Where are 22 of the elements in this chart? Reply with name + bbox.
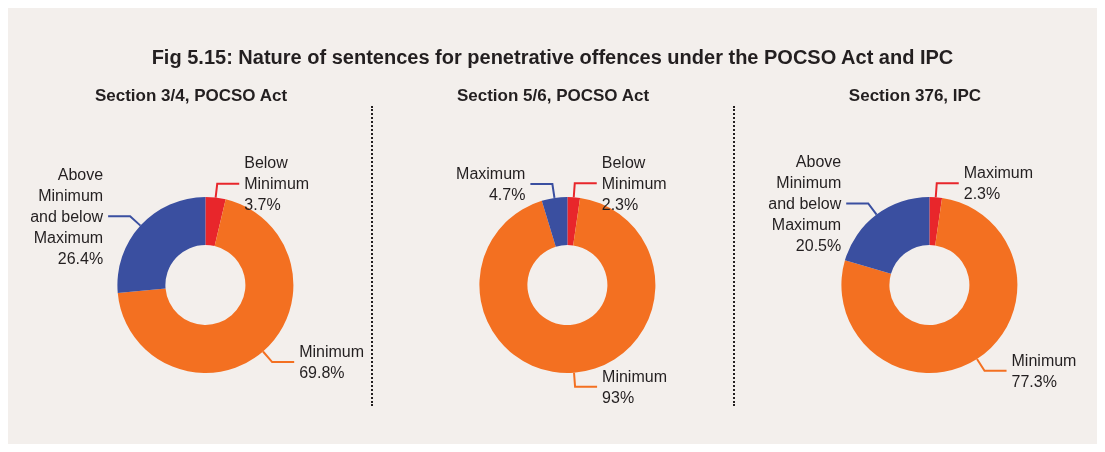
slice-label: Minimum bbox=[298, 343, 364, 361]
slice-label: Below Minimum bbox=[601, 153, 667, 192]
chart-subtitle: Section 3/4, POCSO Act bbox=[94, 86, 287, 105]
slice-label: Below Minimum bbox=[243, 154, 309, 193]
data-label: 2.3% bbox=[601, 195, 638, 213]
data-label: 93% bbox=[601, 388, 634, 406]
data-label: 26.4% bbox=[57, 249, 103, 267]
slice-label: Above Minimum and below Maximum bbox=[767, 152, 842, 233]
text: Fig 5.15: Nature of sentences for penetrative offences under the POCSO Act and IPC bbox=[150, 46, 955, 70]
slice-label: Maximum bbox=[455, 165, 525, 183]
chart-subtitle: Section 5/6, POCSO Act bbox=[456, 86, 649, 105]
data-label: 69.8% bbox=[298, 364, 345, 382]
data-label: 3.7% bbox=[243, 196, 281, 214]
data-label: 20.5% bbox=[795, 236, 841, 254]
data-label: 2.3% bbox=[963, 185, 1000, 203]
slice-label: Above Minimum and below Maximum bbox=[29, 165, 104, 246]
slice-label: Maximum bbox=[963, 164, 1033, 182]
chart-subtitle: Section 376, IPC bbox=[848, 86, 981, 105]
slice-label: Minimum bbox=[601, 367, 667, 385]
data-label: 77.3% bbox=[1011, 372, 1057, 390]
slice-label: Minimum bbox=[1011, 351, 1076, 369]
data-label: 4.7% bbox=[488, 186, 525, 204]
